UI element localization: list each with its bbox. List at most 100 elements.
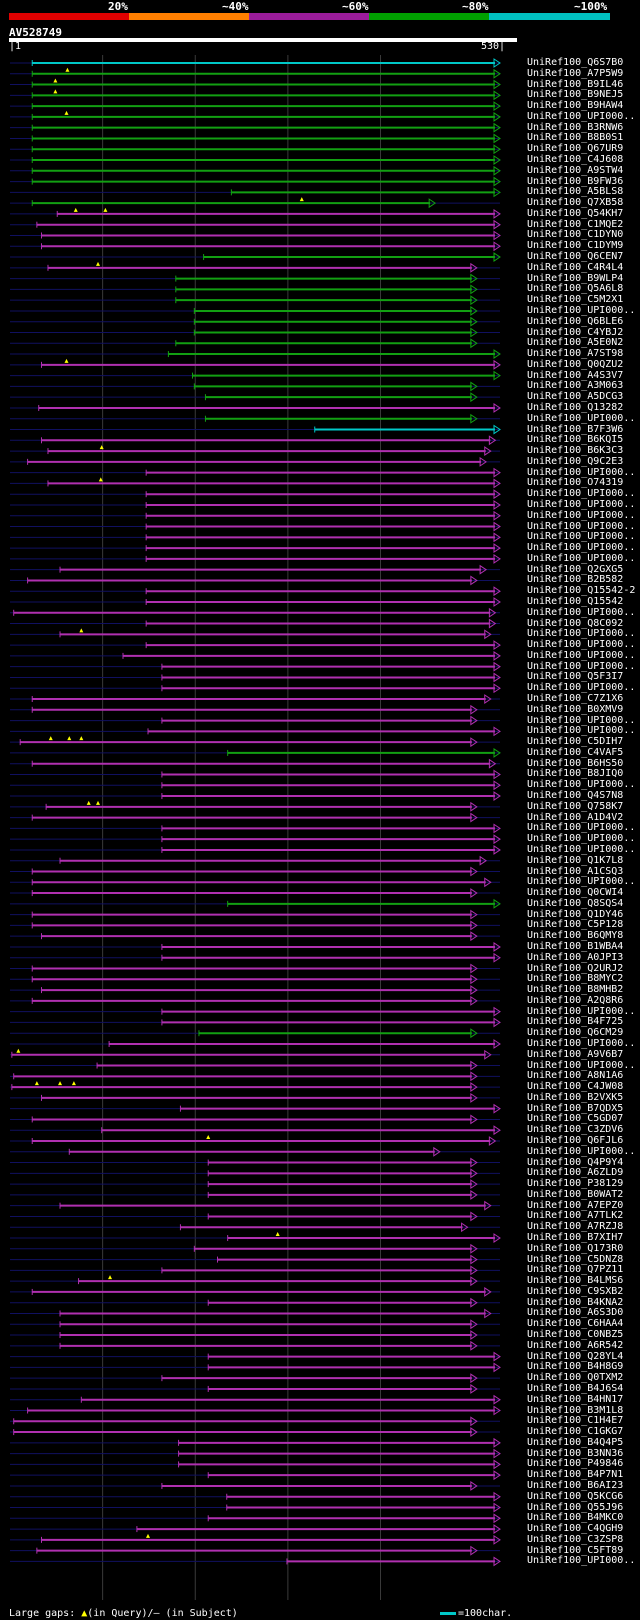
hit-label[interactable]: UniRef100_UPI000.. [527, 412, 636, 424]
hit-label[interactable]: UniRef100_B6HS50 [527, 757, 624, 769]
hit-label[interactable]: UniRef100_B7QDX5 [527, 1102, 624, 1114]
hit-label[interactable]: UniRef100_B4LMS6 [527, 1275, 624, 1287]
hit-label[interactable]: UniRef100_B2VXK5 [527, 1091, 624, 1103]
hit-label[interactable]: UniRef100_Q6CM29 [527, 1027, 624, 1039]
hit-label[interactable]: UniRef100_Q2URJ2 [527, 962, 624, 974]
hit-label[interactable]: UniRef100_Q0CWI4 [527, 887, 624, 899]
hit-label[interactable]: UniRef100_Q758K7 [527, 800, 624, 812]
hit-label[interactable]: UniRef100_A4S3V7 [527, 369, 624, 381]
hit-label[interactable]: UniRef100_Q1K7L8 [527, 854, 624, 866]
hit-label[interactable]: UniRef100_B4P7N1 [527, 1469, 624, 1481]
hit-label[interactable]: UniRef100_A0JPI3 [527, 951, 624, 963]
hit-label[interactable]: UniRef100_B6K3C3 [527, 445, 624, 457]
hit-label[interactable]: UniRef100_C5M2X1 [527, 294, 624, 306]
hit-label[interactable]: UniRef100_Q54KH7 [527, 207, 624, 219]
hit-label[interactable]: UniRef100_Q7XB58 [527, 197, 624, 209]
hit-label[interactable]: UniRef100_C3ZSP8 [527, 1533, 624, 1545]
hit-label[interactable]: UniRef100_UPI000.. [527, 660, 636, 672]
hit-label[interactable]: UniRef100_Q28YL4 [527, 1350, 624, 1362]
hit-label[interactable]: UniRef100_UPI000.. [527, 1059, 636, 1071]
hit-label[interactable]: UniRef100_A7TLK2 [527, 1210, 624, 1222]
hit-label[interactable]: UniRef100_B9FW36 [527, 175, 624, 187]
hit-label[interactable]: UniRef100_A2Q8R6 [527, 994, 624, 1006]
hit-label[interactable]: UniRef100_A6R542 [527, 1339, 624, 1351]
hit-label[interactable]: UniRef100_B4MKC0 [527, 1512, 624, 1524]
hit-label[interactable]: UniRef100_C4YBJ2 [527, 326, 624, 338]
hit-label[interactable]: UniRef100_UPI000.. [527, 779, 636, 791]
hit-label[interactable]: UniRef100_UPI000.. [527, 714, 636, 726]
hit-label[interactable]: UniRef100_Q4P9Y4 [527, 1156, 624, 1168]
hit-label[interactable]: UniRef100_UPI000.. [527, 110, 636, 122]
hit-label[interactable]: UniRef100_UPI000.. [527, 843, 636, 855]
hit-label[interactable]: UniRef100_UPI000.. [527, 822, 636, 834]
hit-label[interactable]: UniRef100_C4VAF5 [527, 746, 624, 758]
hit-label[interactable]: UniRef100_P38129 [527, 1178, 624, 1190]
hit-label[interactable]: UniRef100_C9SXB2 [527, 1285, 624, 1297]
hit-label[interactable]: UniRef100_UPI000.. [527, 1037, 636, 1049]
hit-label[interactable]: UniRef100_P49846 [527, 1458, 624, 1470]
hit-label[interactable]: UniRef100_A6S3D0 [527, 1307, 624, 1319]
hit-label[interactable]: UniRef100_C1GKG7 [527, 1426, 624, 1438]
hit-label[interactable]: UniRef100_B7F3W6 [527, 423, 624, 435]
hit-label[interactable]: UniRef100_UPI000.. [527, 531, 636, 543]
hit-label[interactable]: UniRef100_A8N1A6 [527, 1070, 624, 1082]
hit-label[interactable]: UniRef100_UPI000.. [527, 628, 636, 640]
hit-label[interactable]: UniRef100_B1WBA4 [527, 940, 624, 952]
hit-label[interactable]: UniRef100_Q1DY46 [527, 908, 624, 920]
hit-label[interactable]: UniRef100_Q6BLE6 [527, 315, 624, 327]
hit-label[interactable]: UniRef100_C7Z1X6 [527, 693, 624, 705]
hit-label[interactable]: UniRef100_C4JW08 [527, 1081, 624, 1093]
hit-label[interactable]: UniRef100_C5GD07 [527, 1113, 624, 1125]
hit-label[interactable]: UniRef100_A3M063 [527, 380, 624, 392]
hit-label[interactable]: UniRef100_UPI000.. [527, 509, 636, 521]
hit-label[interactable]: UniRef100_Q6FJL6 [527, 1135, 624, 1146]
hit-label[interactable]: UniRef100_C3ZDV6 [527, 1124, 624, 1136]
hit-label[interactable]: UniRef100_UPI000.. [527, 552, 636, 564]
hit-label[interactable]: UniRef100_Q5A6L8 [527, 283, 624, 295]
hit-label[interactable]: UniRef100_Q6CEN7 [527, 251, 624, 263]
hit-label[interactable]: UniRef100_UPI000.. [527, 498, 636, 510]
hit-label[interactable]: UniRef100_C5P128 [527, 919, 624, 931]
hit-label[interactable]: UniRef100_B8JIQ0 [527, 768, 624, 780]
hit-label[interactable]: UniRef100_UPI000.. [527, 606, 636, 618]
hit-label[interactable]: UniRef100_C5DNZ8 [527, 1253, 624, 1265]
hit-label[interactable]: UniRef100_Q0TXM2 [527, 1372, 624, 1384]
hit-label[interactable]: UniRef100_A7ST98 [527, 348, 624, 360]
hit-label[interactable]: UniRef100_C1DYN0 [527, 229, 624, 241]
hit-label[interactable]: UniRef100_A5BLS8 [527, 186, 624, 198]
hit-label[interactable]: UniRef100_C1DYM9 [527, 240, 624, 252]
hit-label[interactable]: UniRef100_B7XIH7 [527, 1232, 624, 1244]
hit-label[interactable]: UniRef100_Q15542-2 [527, 585, 636, 597]
hit-label[interactable]: UniRef100_Q6S7B0 [527, 57, 624, 68]
hit-label[interactable]: UniRef100_UPI000.. [527, 649, 636, 661]
hit-label[interactable]: UniRef100_C5DIH7 [527, 736, 624, 748]
hit-label[interactable]: UniRef100_C5FT89 [527, 1544, 624, 1556]
hit-label[interactable]: UniRef100_B6AI23 [527, 1479, 624, 1491]
hit-label[interactable]: UniRef100_Q173R0 [527, 1242, 624, 1254]
hit-label[interactable]: UniRef100_C1H4E7 [527, 1415, 624, 1427]
hit-label[interactable]: UniRef100_UPI000.. [527, 488, 636, 500]
hit-label[interactable]: UniRef100_A7P5W9 [527, 67, 624, 79]
hit-label[interactable]: UniRef100_Q4S7N8 [527, 790, 624, 802]
hit-label[interactable]: UniRef100_UPI000.. [527, 520, 636, 532]
hit-label[interactable]: UniRef100_B9NEJ5 [527, 89, 624, 101]
hit-label[interactable]: UniRef100_Q15542 [527, 596, 624, 607]
hit-label[interactable]: UniRef100_C4QGH9 [527, 1523, 624, 1535]
hit-label[interactable]: UniRef100_B4F725 [527, 1016, 624, 1028]
hit-label[interactable]: UniRef100_Q8C092 [527, 617, 624, 629]
hit-label[interactable]: UniRef100_O74319 [527, 477, 624, 489]
hit-label[interactable]: UniRef100_Q67UR9 [527, 143, 624, 155]
hit-label[interactable]: UniRef100_Q2GXG5 [527, 563, 624, 575]
hit-label[interactable]: UniRef100_B6QMY8 [527, 930, 624, 942]
hit-label[interactable]: UniRef100_UPI000.. [527, 542, 636, 554]
hit-label[interactable]: UniRef100_UPI000.. [527, 1145, 636, 1157]
hit-label[interactable]: UniRef100_Q0QZU2 [527, 358, 624, 370]
hit-label[interactable]: UniRef100_UPI000.. [527, 304, 636, 316]
hit-label[interactable]: UniRef100_A5E0N2 [527, 337, 624, 349]
hit-label[interactable]: UniRef100_Q9C2E3 [527, 455, 624, 467]
hit-label[interactable]: UniRef100_B6KQI5 [527, 434, 624, 446]
hit-label[interactable]: UniRef100_B9WLP4 [527, 272, 624, 284]
hit-label[interactable]: UniRef100_Q5F3I7 [527, 671, 624, 683]
hit-label[interactable]: UniRef100_B0XMV9 [527, 703, 624, 715]
hit-label[interactable]: UniRef100_C6HAA4 [527, 1318, 624, 1330]
